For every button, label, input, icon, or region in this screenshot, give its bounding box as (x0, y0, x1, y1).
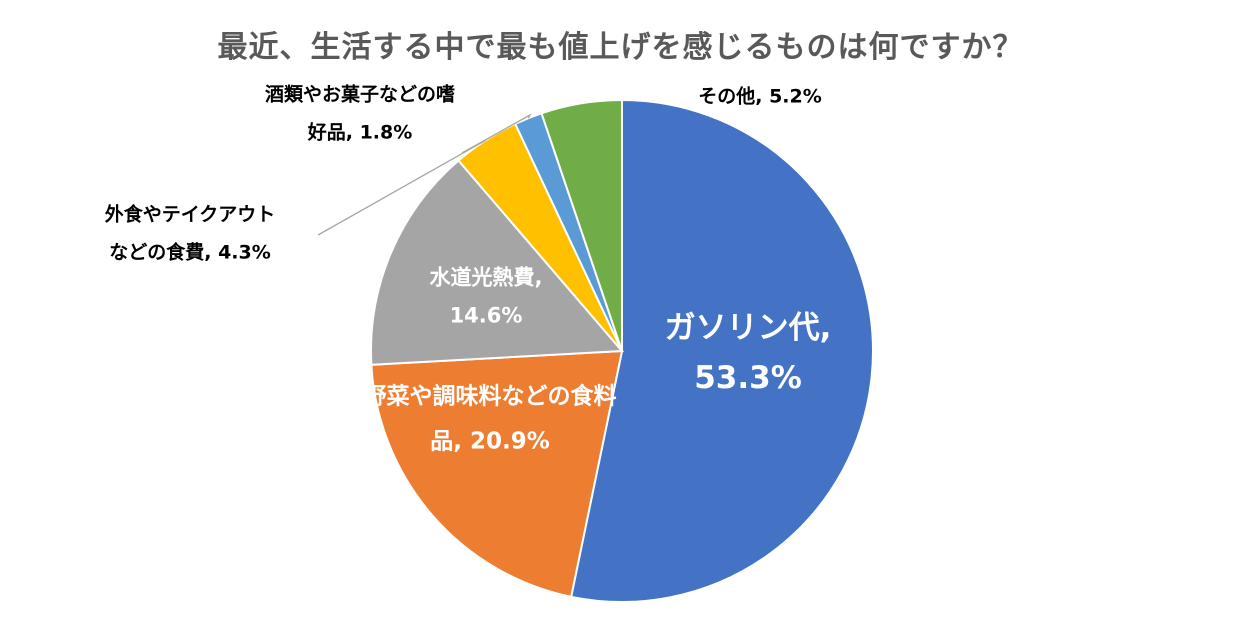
chart-title: 最近、生活する中で最も値上げを感じるものは何ですか？ (217, 30, 1024, 65)
data-label-4: 外食やテイクアウトなどの食費, 4.3% (105, 203, 276, 264)
data-label-6: その他, 5.2% (698, 85, 822, 108)
data-label-3: 水道光熱費, 14.6% (430, 265, 543, 327)
data-label-1: ガソリン代, 53.3% (665, 310, 832, 396)
pie-slice-3 (370, 159, 625, 366)
data-label-5: 酒類やお菓子などの嗜好品, 1.8% (265, 83, 455, 144)
leader-line-5 (461, 113, 532, 154)
data-label-2: 野菜や調味料などの食料品, 20.9% (364, 383, 617, 455)
leader-line-4 (317, 139, 486, 236)
pie-slice-1 (569, 98, 874, 603)
pie-slice-2 (370, 349, 624, 598)
pie-slice-6 (540, 98, 623, 352)
